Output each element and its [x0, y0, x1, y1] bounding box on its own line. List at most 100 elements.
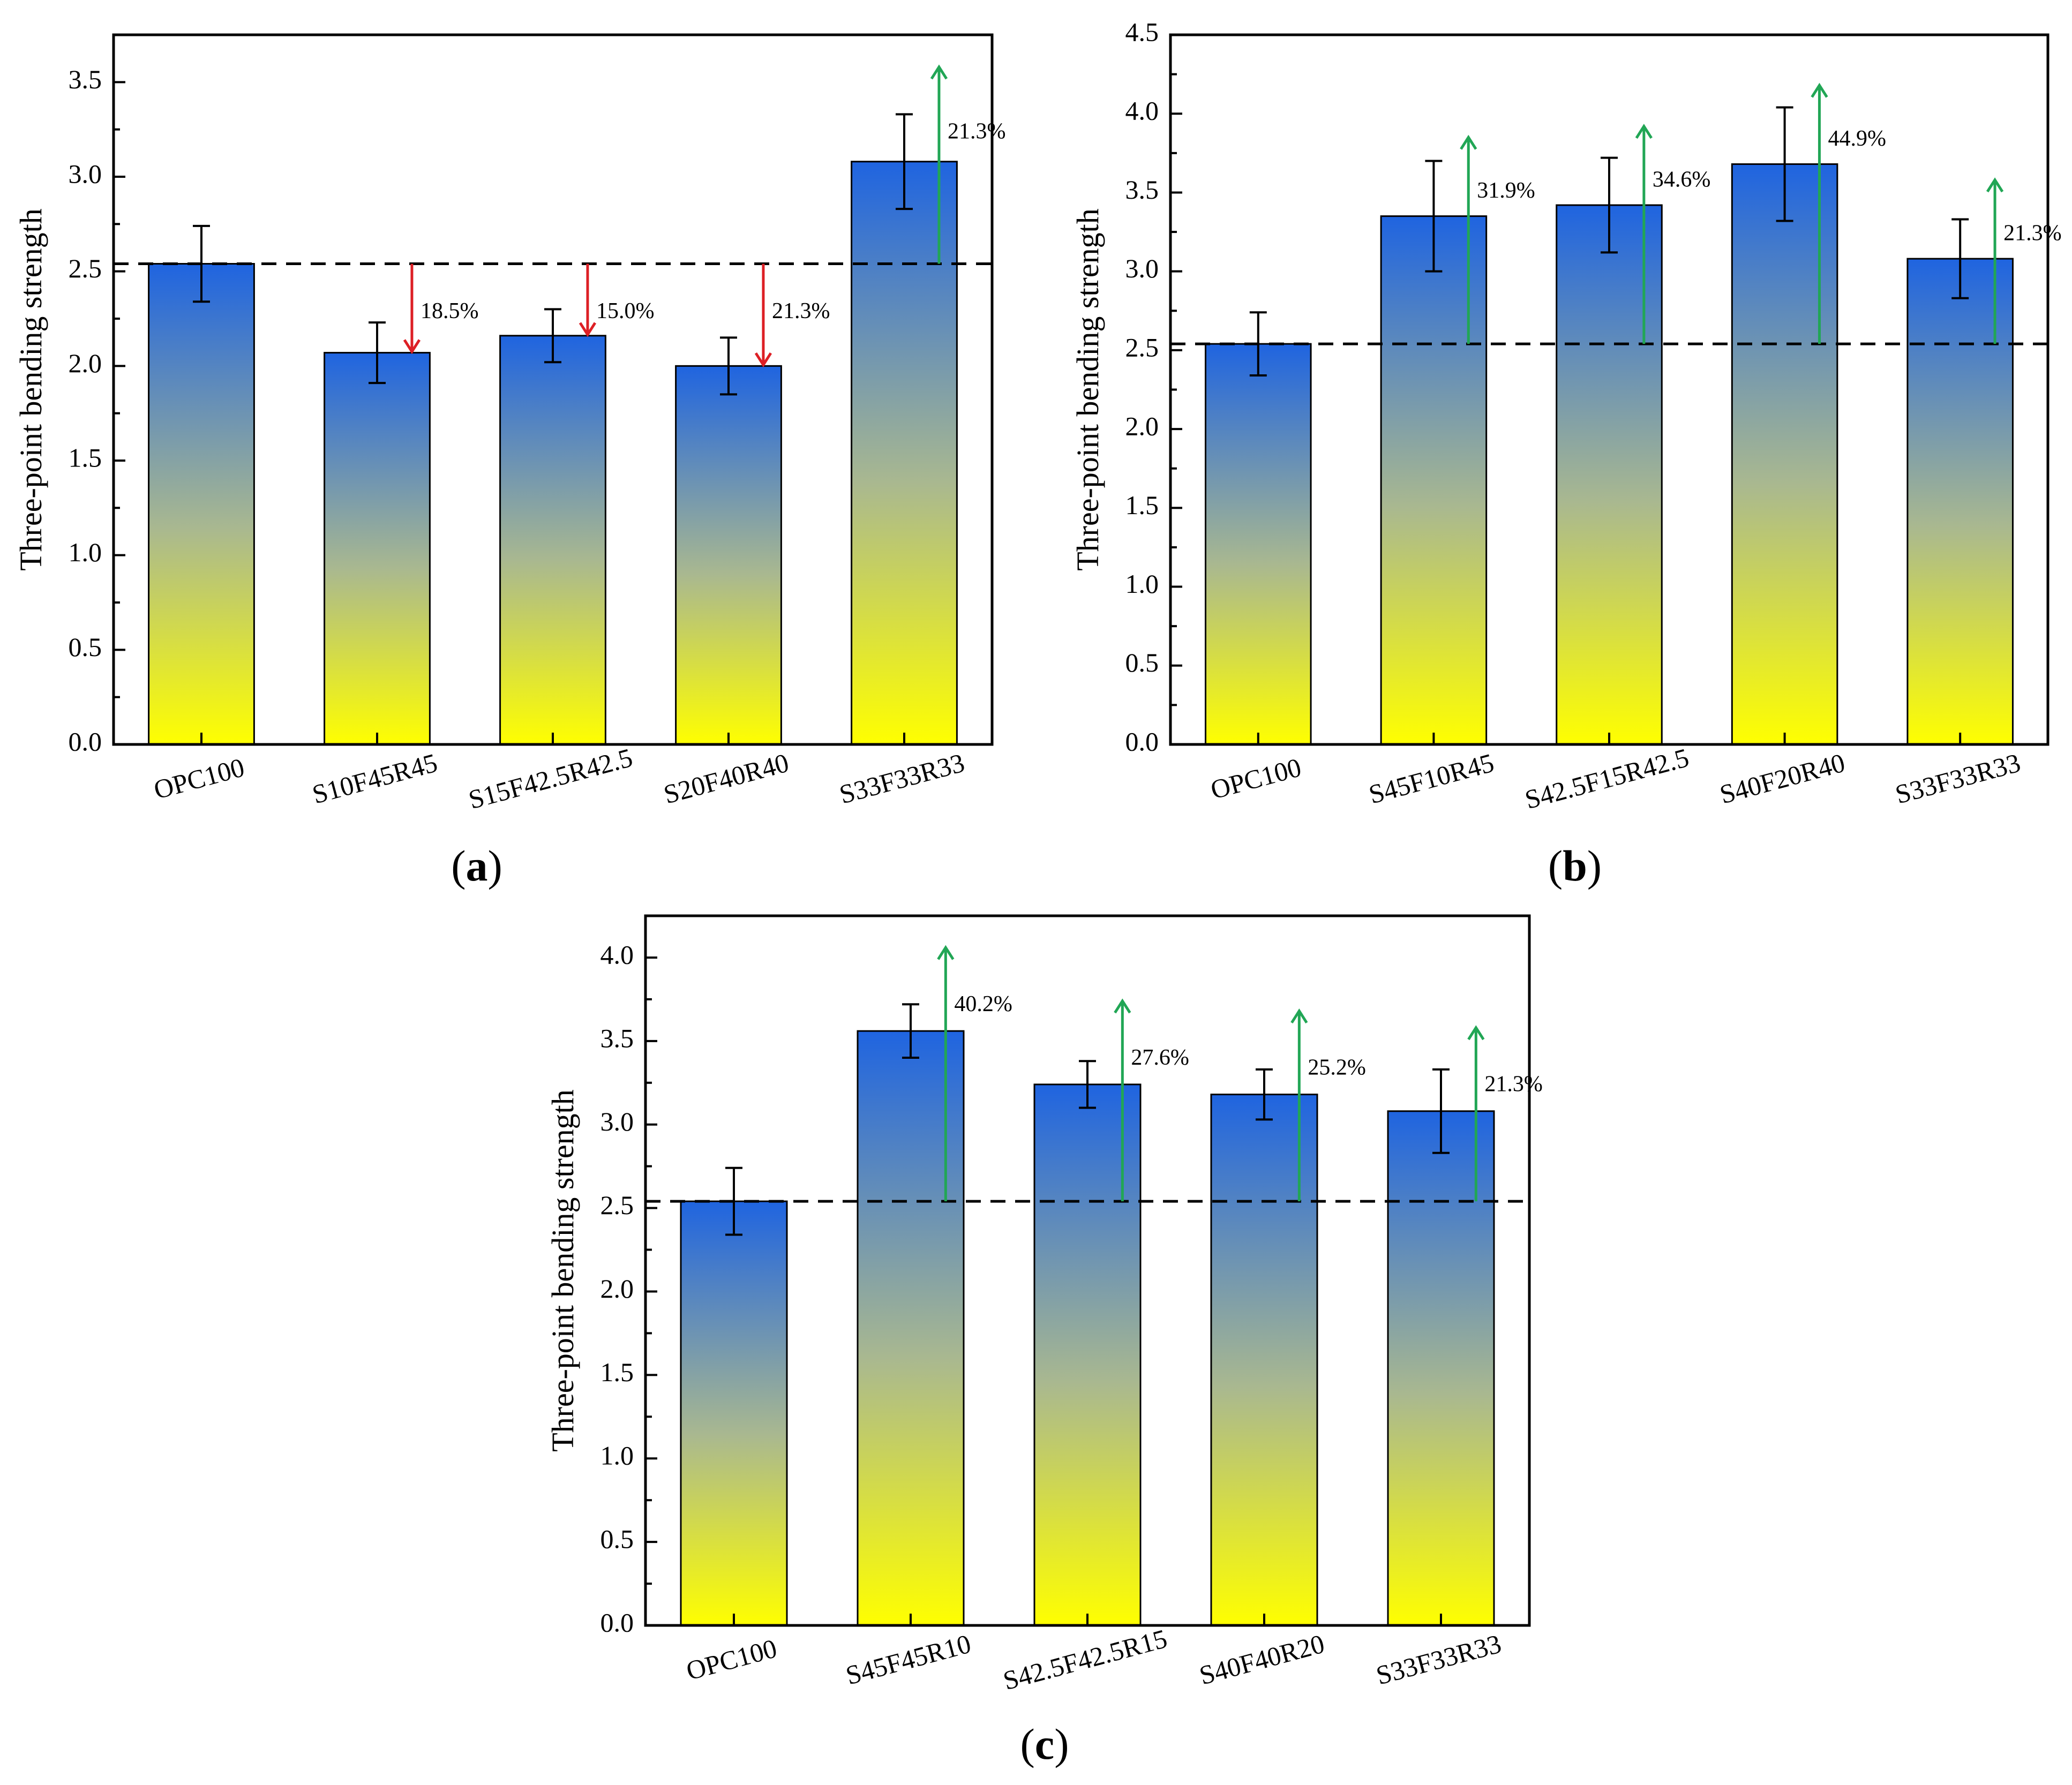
y-tick-label-b-3: 1.5: [1125, 490, 1159, 520]
change-arrow-head-c-2: [1114, 998, 1131, 1014]
y-tick-label-c-8: 4.0: [600, 939, 634, 969]
bar-c-2: [1033, 1083, 1142, 1626]
change-label-c-2: 27.6%: [1131, 1045, 1189, 1070]
bar-a-3: [675, 365, 782, 745]
x-tick-label-a-0: OPC100: [151, 752, 247, 805]
change-label-b-3: 44.9%: [1828, 126, 1886, 151]
y-tick-label-c-1: 0.5: [600, 1524, 634, 1554]
x-tick-label-c-0: OPC100: [683, 1633, 780, 1686]
bar-a-0: [148, 263, 255, 745]
error-bar-c-3: [1256, 1068, 1273, 1121]
error-bar-c-4: [1432, 1068, 1450, 1154]
x-tick-label-b-3: S40F20R40: [1717, 748, 1848, 810]
change-label-c-4: 21.3%: [1484, 1072, 1543, 1097]
panel-label-b: (b): [1548, 841, 1602, 890]
y-tick-label-a-7: 3.5: [69, 64, 102, 94]
x-tick-label-c-1: S45F45R10: [843, 1629, 974, 1691]
bar-b-2: [1556, 204, 1663, 745]
change-arrow-head-b-2: [1635, 124, 1653, 139]
change-label-a-3: 21.3%: [772, 299, 830, 323]
change-arrow-head-a-4: [930, 64, 948, 80]
y-tick-label-b-1: 0.5: [1125, 647, 1159, 677]
y-tick-label-b-2: 1.0: [1125, 569, 1159, 599]
change-label-c-3: 25.2%: [1308, 1055, 1366, 1080]
change-arrow-head-a-1: [403, 339, 421, 355]
bar-c-0: [680, 1200, 788, 1626]
bar-a-4: [851, 161, 958, 745]
x-tick-label-b-0: OPC100: [1207, 752, 1304, 805]
bar-c-3: [1210, 1094, 1318, 1626]
y-tick-label-c-7: 3.5: [600, 1023, 634, 1053]
error-bar-b-1: [1425, 160, 1443, 273]
x-tick-label-c-4: S33F33R33: [1373, 1629, 1504, 1691]
change-label-b-1: 31.9%: [1477, 178, 1535, 203]
y-tick-label-b-5: 2.5: [1125, 332, 1159, 362]
y-tick-label-a-2: 1.0: [69, 537, 102, 567]
y-tick-label-a-4: 2.0: [69, 348, 102, 378]
error-bar-b-3: [1776, 106, 1793, 222]
y-axis-label-a: Three-point bending strength: [13, 208, 48, 571]
x-tick-label-a-1: S10F45R45: [309, 748, 440, 810]
y-tick-label-b-7: 3.5: [1125, 175, 1159, 205]
change-arrow-head-b-4: [1986, 177, 2004, 193]
change-label-a-4: 21.3%: [948, 119, 1006, 144]
x-tick-label-b-1: S45F10R45: [1365, 748, 1497, 810]
change-label-b-2: 34.6%: [1653, 167, 1711, 192]
change-arrow-head-b-1: [1460, 134, 1477, 150]
bar-a-2: [499, 335, 606, 745]
bar-c-4: [1387, 1110, 1495, 1626]
y-tick-label-a-6: 3.0: [69, 159, 102, 189]
y-tick-label-a-1: 0.5: [69, 632, 102, 662]
panel-label-a: (a): [451, 841, 502, 890]
bar-b-1: [1380, 215, 1488, 745]
y-tick-label-b-6: 3.0: [1125, 253, 1159, 283]
x-tick-label-a-4: S33F33R33: [836, 748, 967, 810]
y-tick-label-a-0: 0.0: [69, 726, 102, 756]
error-bar-c-1: [902, 1003, 919, 1059]
error-bar-a-2: [544, 308, 561, 364]
y-tick-label-c-5: 2.5: [600, 1190, 634, 1220]
y-tick-label-c-2: 1.0: [600, 1441, 634, 1471]
y-tick-label-b-4: 2.0: [1125, 411, 1159, 441]
x-tick-label-b-4: S33F33R33: [1892, 748, 2023, 810]
error-bar-b-4: [1951, 218, 1969, 299]
y-tick-label-a-3: 1.5: [69, 442, 102, 472]
error-bar-c-2: [1079, 1060, 1096, 1109]
chart-c: 40.2% 27.6% 25.2% 21.3% 0.0 0.5 1.0 1.5 2.0 2.5 3.…: [545, 914, 1543, 1696]
x-tick-label-a-2: S15F42.5R42.5: [466, 742, 636, 815]
error-bar-a-1: [369, 321, 386, 385]
y-tick-label-b-9: 4.5: [1125, 17, 1159, 47]
change-label-a-1: 18.5%: [421, 299, 479, 323]
y-tick-label-b-8: 4.0: [1125, 96, 1159, 126]
error-bar-a-4: [896, 113, 913, 210]
x-tick-label-c-3: S40F40R20: [1196, 1629, 1327, 1691]
y-tick-label-c-4: 2.0: [600, 1274, 634, 1304]
bar-b-3: [1731, 163, 1838, 745]
change-arrow-head-c-4: [1467, 1025, 1485, 1041]
change-label-b-4: 21.3%: [2003, 221, 2062, 246]
change-arrow-head-a-2: [579, 322, 597, 337]
bar-b-4: [1906, 258, 2014, 745]
error-bar-b-2: [1601, 156, 1618, 254]
x-tick-label-b-2: S42.5F15R42.5: [1522, 742, 1692, 815]
y-tick-label-c-6: 3.0: [600, 1106, 634, 1136]
bar-c-1: [857, 1030, 965, 1626]
bar-a-1: [324, 352, 431, 745]
change-arrow-head-a-3: [754, 352, 772, 367]
change-arrow-head-b-3: [1811, 82, 1828, 98]
change-label-c-1: 40.2%: [954, 992, 1012, 1016]
x-tick-label-a-3: S20F40R40: [660, 748, 792, 810]
change-arrow-head-c-3: [1290, 1008, 1308, 1024]
error-bar-a-3: [720, 336, 737, 396]
y-tick-label-c-0: 0.0: [600, 1607, 634, 1637]
change-arrow-head-c-1: [937, 945, 955, 960]
y-axis-label-c: Three-point bending strength: [545, 1089, 580, 1452]
y-axis-label-b: Three-point bending strength: [1070, 208, 1105, 571]
y-tick-label-a-5: 2.5: [69, 253, 102, 283]
chart-b: 31.9% 34.6% 44.9% 21.3% 0.0 0.5 1.0 1.5 2.0 2.5 3.…: [1070, 17, 2062, 815]
panel-label-c: (c): [1020, 1720, 1069, 1768]
bar-b-0: [1205, 343, 1312, 745]
chart-a: 18.5% 15.0% 21.3% 21.3% 0.0 0.5 1.0 1.5 2.0 2.5 3.…: [13, 33, 1006, 815]
x-tick-label-c-2: S42.5F42.5R15: [1000, 1623, 1170, 1696]
